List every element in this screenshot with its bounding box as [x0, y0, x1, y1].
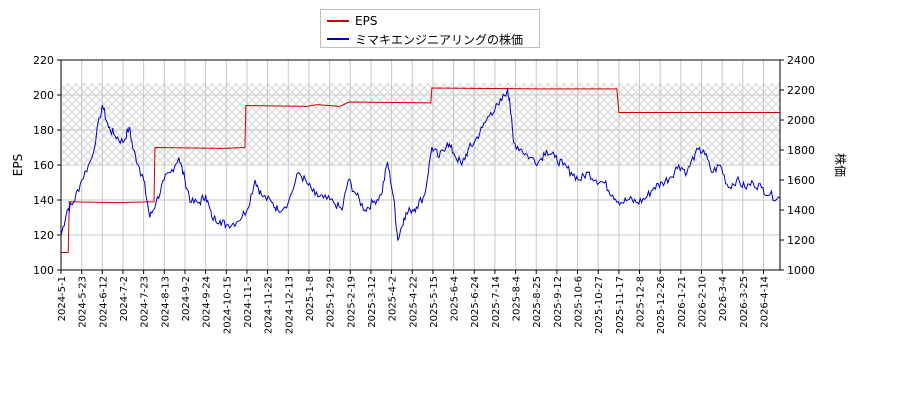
right-tick-label: 1400 [787, 204, 815, 217]
right-axis-label: 株価 [833, 153, 848, 177]
x-tick-label: 2024-11-25 [264, 276, 275, 334]
x-tick-label: 2024-12-13 [284, 276, 295, 334]
x-tick-label: 2024-5-1 [57, 276, 68, 321]
x-tick-label: 2025-8-25 [532, 276, 543, 328]
x-tick-label: 2026-4-14 [760, 276, 771, 328]
x-tick-label: 2025-10-6 [574, 276, 585, 328]
left-tick-label: 140 [33, 194, 54, 207]
x-tick-label: 2024-11-5 [243, 276, 254, 328]
x-tick-label: 2025-4-22 [408, 276, 419, 328]
x-tick-label: 2025-8-4 [512, 276, 523, 321]
x-tick-label: 2024-7-2 [119, 276, 130, 321]
legend-item-eps: EPS [327, 13, 377, 29]
x-tick-label: 2026-3-4 [718, 276, 729, 321]
x-tick-label: 2024-6-12 [98, 276, 109, 328]
x-tick-label: 2025-3-12 [367, 276, 378, 328]
x-tick-label: 2025-6-4 [450, 276, 461, 321]
x-tick-label: 2026-3-25 [739, 276, 750, 328]
x-tick-label: 2024-10-15 [222, 276, 233, 334]
legend-swatch-price [327, 38, 349, 40]
x-tick-label: 2025-12-8 [636, 276, 647, 328]
left-tick-label: 160 [33, 159, 54, 172]
x-tick-label: 2025-9-12 [553, 276, 564, 328]
legend-label-price: ミマキエンジニアリングの株価 [355, 32, 524, 47]
stock-price-line [60, 87, 781, 242]
right-tick-label: 1000 [787, 264, 815, 277]
x-tick-label: 2025-10-27 [594, 276, 605, 334]
x-tick-label: 2025-1-29 [326, 276, 337, 328]
left-tick-label: 220 [33, 54, 54, 67]
x-tick-label: 2025-12-26 [656, 276, 667, 334]
x-tick-label: 2024-8-13 [160, 276, 171, 328]
x-tick-label: 2025-2-19 [346, 276, 357, 328]
x-tick-label: 2025-7-14 [491, 276, 502, 328]
x-tick-label: 2025-5-15 [429, 276, 440, 328]
legend-swatch-eps [327, 20, 349, 22]
x-tick-label: 2026-2-10 [698, 276, 709, 328]
x-tick-label: 2024-9-2 [181, 276, 192, 321]
x-tick-label: 2026-1-21 [677, 276, 688, 328]
left-axis-label: EPS [11, 154, 25, 176]
right-tick-label: 1800 [787, 144, 815, 157]
x-tick-label: 2025-4-2 [388, 276, 399, 321]
left-tick-label: 180 [33, 124, 54, 137]
eps-line [61, 87, 780, 253]
x-tick-label: 2025-11-17 [615, 276, 626, 334]
right-tick-label: 1600 [787, 174, 815, 187]
right-tick-label: 2400 [787, 54, 815, 67]
left-tick-label: 100 [33, 264, 54, 277]
left-tick-label: 120 [33, 229, 54, 242]
right-tick-label: 1200 [787, 234, 815, 247]
x-tick-label: 2025-1-8 [305, 276, 316, 321]
legend: EPS ミマキエンジニアリングの株価 [320, 9, 540, 48]
right-tick-label: 2000 [787, 114, 815, 127]
legend-item-price: ミマキエンジニアリングの株価 [327, 31, 523, 47]
left-tick-label: 200 [33, 89, 54, 102]
right-tick-label: 2200 [787, 84, 815, 97]
legend-label-eps: EPS [355, 14, 378, 28]
x-tick-label: 2024-9-24 [202, 276, 213, 328]
x-tick-label: 2024-5-23 [78, 276, 89, 328]
x-tick-label: 2025-6-24 [470, 276, 481, 328]
x-tick-label: 2024-7-23 [140, 276, 151, 328]
